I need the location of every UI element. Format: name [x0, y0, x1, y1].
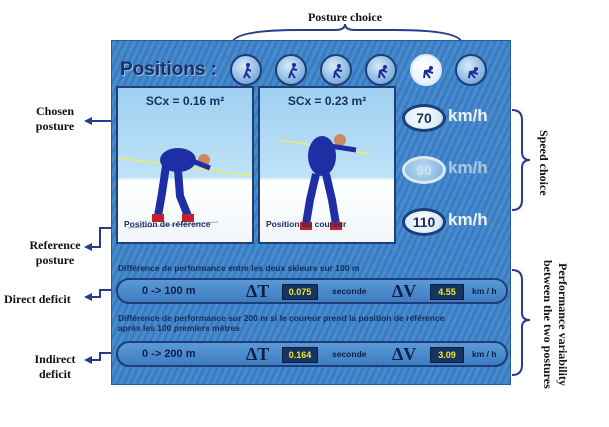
row-100-delta-v-value: 4.55	[430, 284, 464, 300]
position-button-5[interactable]	[410, 54, 442, 86]
info-100m-text: Différence de performance entre les deux…	[118, 263, 360, 273]
skier-position-4-icon	[378, 65, 388, 79]
direct-deficit-row: 0 -> 100 m ΔT 0.075 seconde ΔV 4.55 km /…	[116, 278, 508, 304]
row-200-t-unit: seconde	[332, 349, 367, 359]
row-100-delta-t-value: 0.075	[282, 284, 318, 300]
skier-position-5-icon	[423, 66, 434, 79]
chosen-posture-label: Chosen posture	[35, 104, 75, 133]
direct-deficit-label: Direct deficit	[4, 292, 71, 306]
row-100-v-unit: km / h	[472, 286, 497, 296]
position-button-1[interactable]	[230, 54, 262, 86]
positions-title: Positions :	[120, 59, 218, 80]
reference-position-caption: Position de référence	[124, 219, 211, 229]
speed-90-unit: km/h	[448, 158, 488, 177]
speed-choice-label: Speed choice	[537, 130, 551, 196]
reference-posture-label: Reference posture	[29, 238, 81, 267]
speed-70-button[interactable]: 70 km/h	[402, 104, 502, 132]
runner-skier-figure	[279, 134, 371, 230]
posture-choice-label: Posture choice	[307, 10, 383, 24]
speed-110-value: 110	[402, 208, 446, 236]
performance-variability-label: Performance variability between the two …	[541, 259, 570, 389]
indirect-deficit-label: Indirect deficit	[34, 352, 76, 381]
runner-position-caption: Position du coureur	[266, 219, 347, 229]
info-200m-text: Différence de performance sur 200 m si l…	[118, 313, 445, 333]
speed-110-button[interactable]: 110 km/h	[402, 208, 502, 236]
skier-position-3-icon	[333, 64, 343, 79]
row-200-range: 0 -> 200 m	[142, 348, 196, 360]
speed-70-unit: km/h	[448, 106, 488, 125]
reference-skier-figure	[118, 148, 252, 229]
row-200-v-unit: km / h	[472, 349, 497, 359]
position-button-4[interactable]	[365, 54, 397, 86]
indirect-deficit-row: 0 -> 200 m ΔT 0.164 seconde ΔV 3.09 km /…	[116, 341, 508, 367]
reference-position-photo: SCx = 0.16 m² Position de référence	[116, 86, 254, 244]
ski-position-simulator: Positions : SCx = 0.16 m² Position de ré…	[111, 40, 511, 385]
row-200-delta-v-value: 3.09	[430, 347, 464, 363]
position-button-2[interactable]	[275, 54, 307, 86]
skier-position-2-icon	[288, 63, 298, 79]
runner-scx-value: SCx = 0.23 m²	[287, 94, 367, 108]
delta-v-symbol: ΔV	[392, 281, 417, 301]
speed-70-value: 70	[402, 104, 446, 132]
skier-position-1-icon	[243, 63, 252, 79]
runner-position-photo: SCx = 0.23 m² Position du coureur	[258, 86, 396, 244]
posture-choice-brace	[231, 23, 463, 45]
row-100-t-unit: seconde	[332, 286, 367, 296]
delta-t-symbol: ΔT	[246, 344, 270, 364]
speed-90-value: 90	[402, 156, 446, 184]
delta-v-symbol: ΔV	[392, 344, 417, 364]
position-button-6[interactable]	[455, 54, 487, 86]
row-100-range: 0 -> 100 m	[142, 285, 196, 297]
speed-90-button[interactable]: 90 km/h	[402, 156, 502, 184]
speed-110-unit: km/h	[448, 210, 488, 229]
reference-scx-value: SCx = 0.16 m²	[145, 94, 225, 108]
skier-position-6-icon	[468, 67, 479, 79]
delta-t-symbol: ΔT	[246, 281, 270, 301]
row-200-delta-t-value: 0.164	[282, 347, 318, 363]
position-button-3[interactable]	[320, 54, 352, 86]
